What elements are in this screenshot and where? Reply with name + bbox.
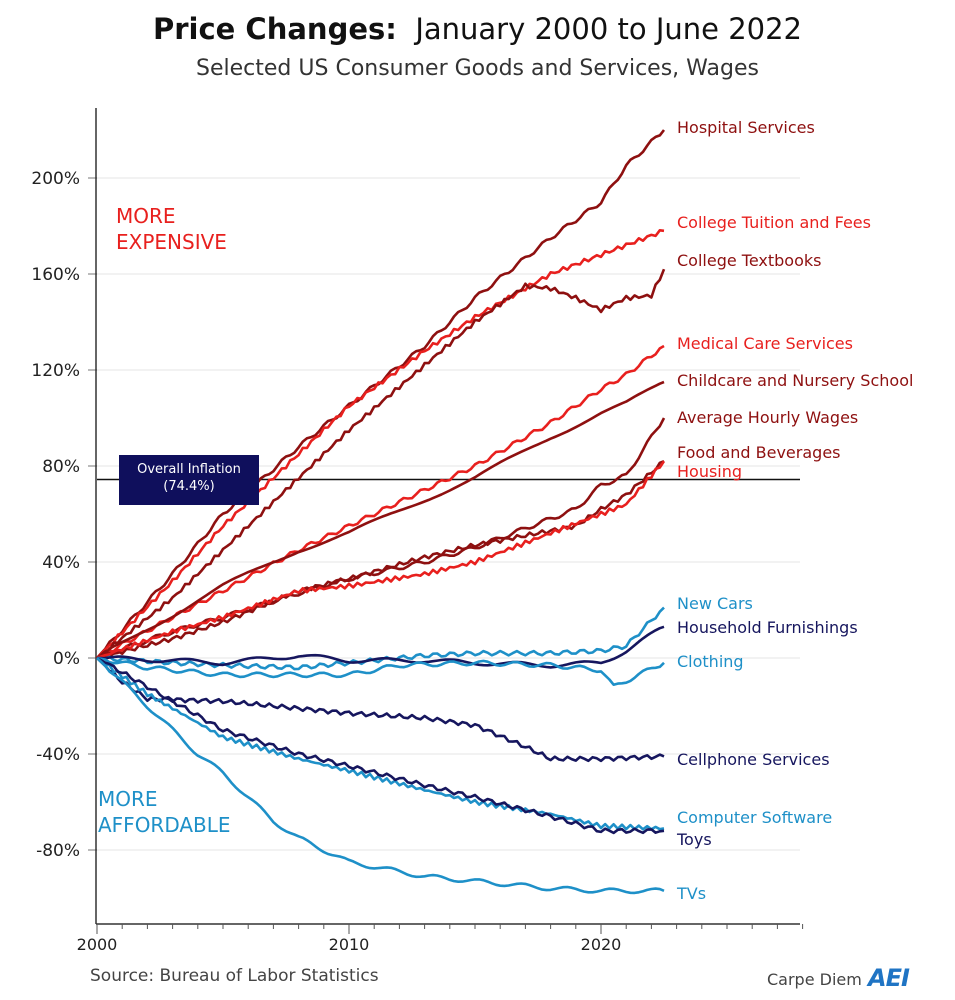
- brand-text: Carpe Diem: [767, 970, 862, 989]
- inflation-label: Overall Inflation (74.4%): [119, 455, 259, 505]
- series-line-tvs: [96, 657, 665, 895]
- series-line-college-textbooks: [96, 268, 666, 660]
- annotation-line: EXPENSIVE: [116, 230, 227, 254]
- series-label: New Cars: [677, 594, 753, 613]
- series-line-clothing: [96, 656, 665, 687]
- y-tick-label: -80%: [36, 841, 80, 861]
- series-label: Food and Beverages: [677, 443, 841, 462]
- series-line-household-furnishings: [96, 625, 665, 669]
- series-label: College Textbooks: [677, 251, 821, 270]
- y-tick-label: 200%: [31, 169, 80, 189]
- y-tick-label: 120%: [31, 361, 80, 381]
- series-label: Medical Care Services: [677, 334, 853, 353]
- series-line-cellphone-services: [96, 657, 665, 763]
- source-note: Source: Bureau of Labor Statistics: [90, 966, 379, 986]
- annotation-line: AFFORDABLE: [98, 813, 231, 837]
- series-line-computer-software: [96, 656, 665, 831]
- series-line-childcare-and-nursery-school: [96, 380, 665, 660]
- more-affordable-annotation: MORE AFFORDABLE: [98, 786, 231, 838]
- y-tick-label: 0%: [53, 649, 80, 669]
- series-label: Computer Software: [677, 808, 832, 827]
- x-tick-label: 2020: [581, 935, 622, 954]
- y-tick-label: 80%: [42, 457, 80, 477]
- series-line-new-cars: [96, 606, 665, 671]
- x-tick-label: 2010: [329, 935, 370, 954]
- series-line-college-tuition-and-fees: [96, 229, 665, 659]
- series-label: College Tuition and Fees: [677, 213, 871, 232]
- y-tick-label: -40%: [36, 745, 80, 765]
- inflation-value: (74.4%): [163, 479, 215, 494]
- aei-logo: AEI: [868, 964, 910, 992]
- more-expensive-annotation: MORE EXPENSIVE: [116, 203, 227, 255]
- series-label: TVs: [676, 884, 706, 903]
- series-label: Clothing: [677, 652, 744, 671]
- series-label: Childcare and Nursery School: [677, 371, 913, 390]
- series-label: Housing: [677, 462, 742, 481]
- inflation-label-text: Overall Inflation: [137, 462, 241, 477]
- title-rest: January 2000 to June 2022: [415, 12, 802, 46]
- y-tick-label: 160%: [31, 265, 80, 285]
- series-line-housing: [96, 460, 666, 660]
- series-label: Cellphone Services: [677, 750, 830, 769]
- series-label: Household Furnishings: [677, 618, 858, 637]
- annotation-line: MORE: [98, 787, 158, 811]
- series-line-average-hourly-wages: [96, 417, 666, 660]
- series-label: Toys: [676, 830, 712, 849]
- annotation-line: MORE: [116, 204, 176, 228]
- chart-title: Price Changes: January 2000 to June 2022: [0, 12, 955, 46]
- title-bold: Price Changes:: [152, 12, 397, 46]
- chart-subtitle: Selected US Consumer Goods and Services,…: [196, 56, 759, 81]
- y-tick-label: 40%: [42, 553, 80, 573]
- series-label: Average Hourly Wages: [677, 408, 858, 427]
- x-tick-label: 2000: [77, 935, 118, 954]
- series-line-toys: [96, 656, 665, 835]
- series-label: Hospital Services: [677, 118, 815, 137]
- series-line-medical-care-services: [96, 344, 665, 660]
